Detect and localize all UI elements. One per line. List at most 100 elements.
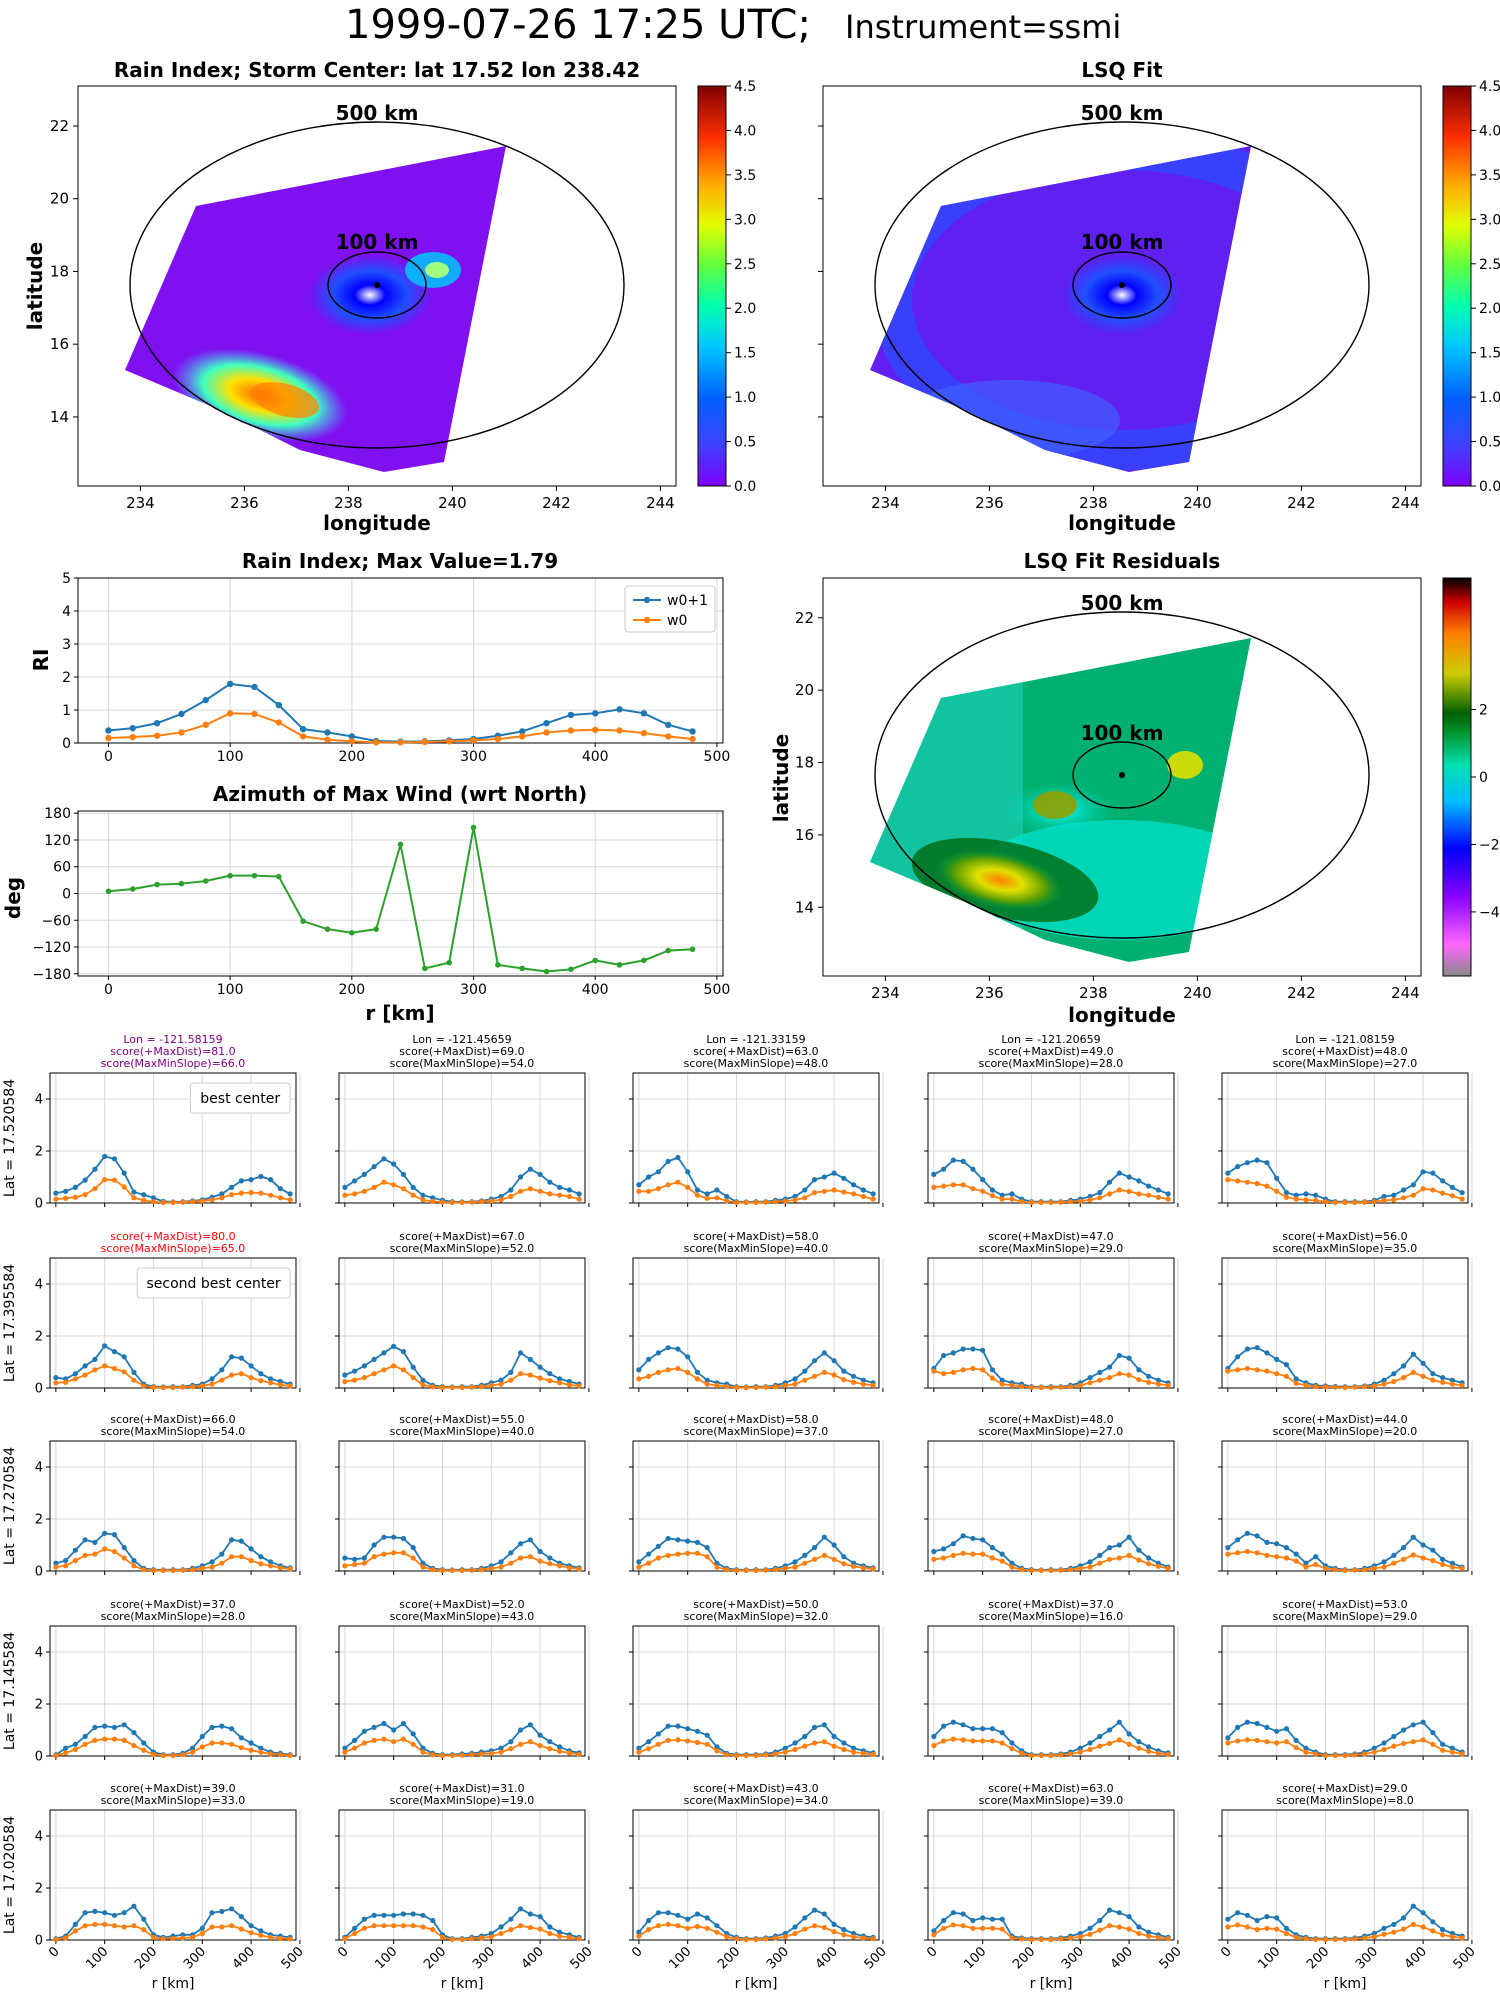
colorbar-tick-label: 1.0 (734, 390, 756, 406)
data-point (1449, 1745, 1455, 1751)
data-point (92, 1539, 98, 1545)
data-point (1303, 1564, 1309, 1570)
subplot-score: score(+MaxDist)=31.0 (399, 1782, 524, 1795)
data-point (1244, 1719, 1250, 1725)
data-point (1038, 1199, 1044, 1206)
data-point (53, 1190, 59, 1196)
subplot-score: score(+MaxDist)=37.0 (988, 1598, 1113, 1611)
data-point (342, 1745, 348, 1751)
plot-area (338, 1257, 586, 1389)
data-point (1136, 1930, 1142, 1937)
data-point (1155, 1934, 1161, 1940)
y-tick-label: 20 (795, 681, 814, 699)
data-point (121, 1184, 127, 1190)
data-point (102, 1177, 108, 1183)
subplot-score: Lon = -121.08159 (1295, 1033, 1394, 1046)
data-point (199, 1925, 205, 1931)
plot-area (77, 577, 724, 744)
data-point (92, 1921, 98, 1927)
data-point (72, 1558, 78, 1564)
data-point (209, 1376, 215, 1382)
data-point (802, 1743, 808, 1749)
data-point (870, 1936, 876, 1942)
plot-area (632, 1625, 880, 1757)
data-point (439, 1384, 446, 1391)
data-point (430, 1917, 436, 1924)
data-point (704, 1191, 710, 1197)
data-point (1225, 1551, 1231, 1557)
data-point (391, 1343, 397, 1349)
x-tick-label: 100 (1255, 1944, 1283, 1972)
data-point (831, 1929, 837, 1935)
data-point (1283, 1555, 1290, 1561)
data-point (950, 1369, 956, 1375)
data-point (989, 1187, 996, 1193)
data-point (704, 1545, 710, 1551)
data-point (851, 1373, 857, 1379)
colorbar-tick-label: 3.0 (1479, 212, 1500, 228)
data-point (931, 1556, 937, 1562)
data-point (277, 1565, 283, 1571)
data-point (860, 1750, 866, 1756)
data-point (170, 1199, 176, 1206)
data-point (352, 1368, 358, 1374)
x-tick-label: 100 (961, 1944, 989, 1972)
data-point (258, 1928, 264, 1934)
x-tick-label: 400 (582, 749, 609, 765)
data-point (960, 1182, 966, 1188)
data-point (1410, 1722, 1416, 1728)
row-label: Lat = 17.395584 (2, 1264, 18, 1382)
data-point (287, 1197, 293, 1203)
data-point (1381, 1193, 1387, 1200)
data-point (970, 1551, 976, 1557)
y-tick-label: 4 (35, 1093, 43, 1108)
data-point (277, 1382, 283, 1388)
x-tick-label: 200 (338, 982, 365, 998)
data-point (1009, 1564, 1015, 1570)
data-point (150, 1195, 157, 1201)
data-point (655, 1350, 661, 1356)
data-point (772, 1935, 779, 1941)
data-point (811, 1373, 818, 1379)
subplot: Lon = -121.20659score(+MaxDist)=49.0scor… (924, 1033, 1179, 1207)
data-point (410, 1911, 416, 1917)
x-tick-label: 100 (217, 749, 244, 765)
data-point (1048, 1384, 1054, 1391)
data-point (636, 1929, 642, 1935)
data-point (1225, 1924, 1231, 1930)
data-point (1106, 1191, 1113, 1197)
data-point (63, 1558, 69, 1564)
data-point (141, 1740, 147, 1746)
data-point (1440, 1375, 1446, 1381)
ring-500-label: 500 km (1081, 591, 1164, 615)
data-point (102, 1530, 108, 1536)
data-point (675, 1346, 681, 1352)
data-point (931, 1932, 937, 1938)
data-point (763, 1936, 769, 1942)
y-tick-label: 14 (50, 408, 69, 426)
data-point (381, 1912, 387, 1918)
data-point (517, 1174, 524, 1180)
data-point (999, 1196, 1005, 1202)
data-point (1009, 1196, 1015, 1202)
plot-area (1221, 1072, 1469, 1204)
data-point (141, 1927, 147, 1933)
legend-marker (643, 596, 651, 604)
data-point (1322, 1752, 1329, 1759)
data-point (1126, 1914, 1132, 1920)
subplot: Lon = -121.08159score(+MaxDist)=48.0scor… (1218, 1033, 1473, 1207)
y-tick-label: 0 (35, 1197, 43, 1212)
data-point (1264, 1552, 1270, 1558)
plot-area (338, 1625, 586, 1757)
subplot-score: score(MaxMinSlope)=54.0 (390, 1057, 535, 1070)
data-point (238, 1914, 244, 1920)
data-point (508, 1187, 514, 1193)
data-point (63, 1935, 69, 1941)
data-point (989, 1367, 996, 1373)
data-point (410, 1555, 416, 1561)
y-tick-label: 2 (35, 1145, 43, 1160)
data-point (498, 1749, 504, 1755)
y-tick-label: 2 (35, 1330, 43, 1345)
data-point (1264, 1914, 1270, 1920)
data-point (439, 1567, 446, 1574)
